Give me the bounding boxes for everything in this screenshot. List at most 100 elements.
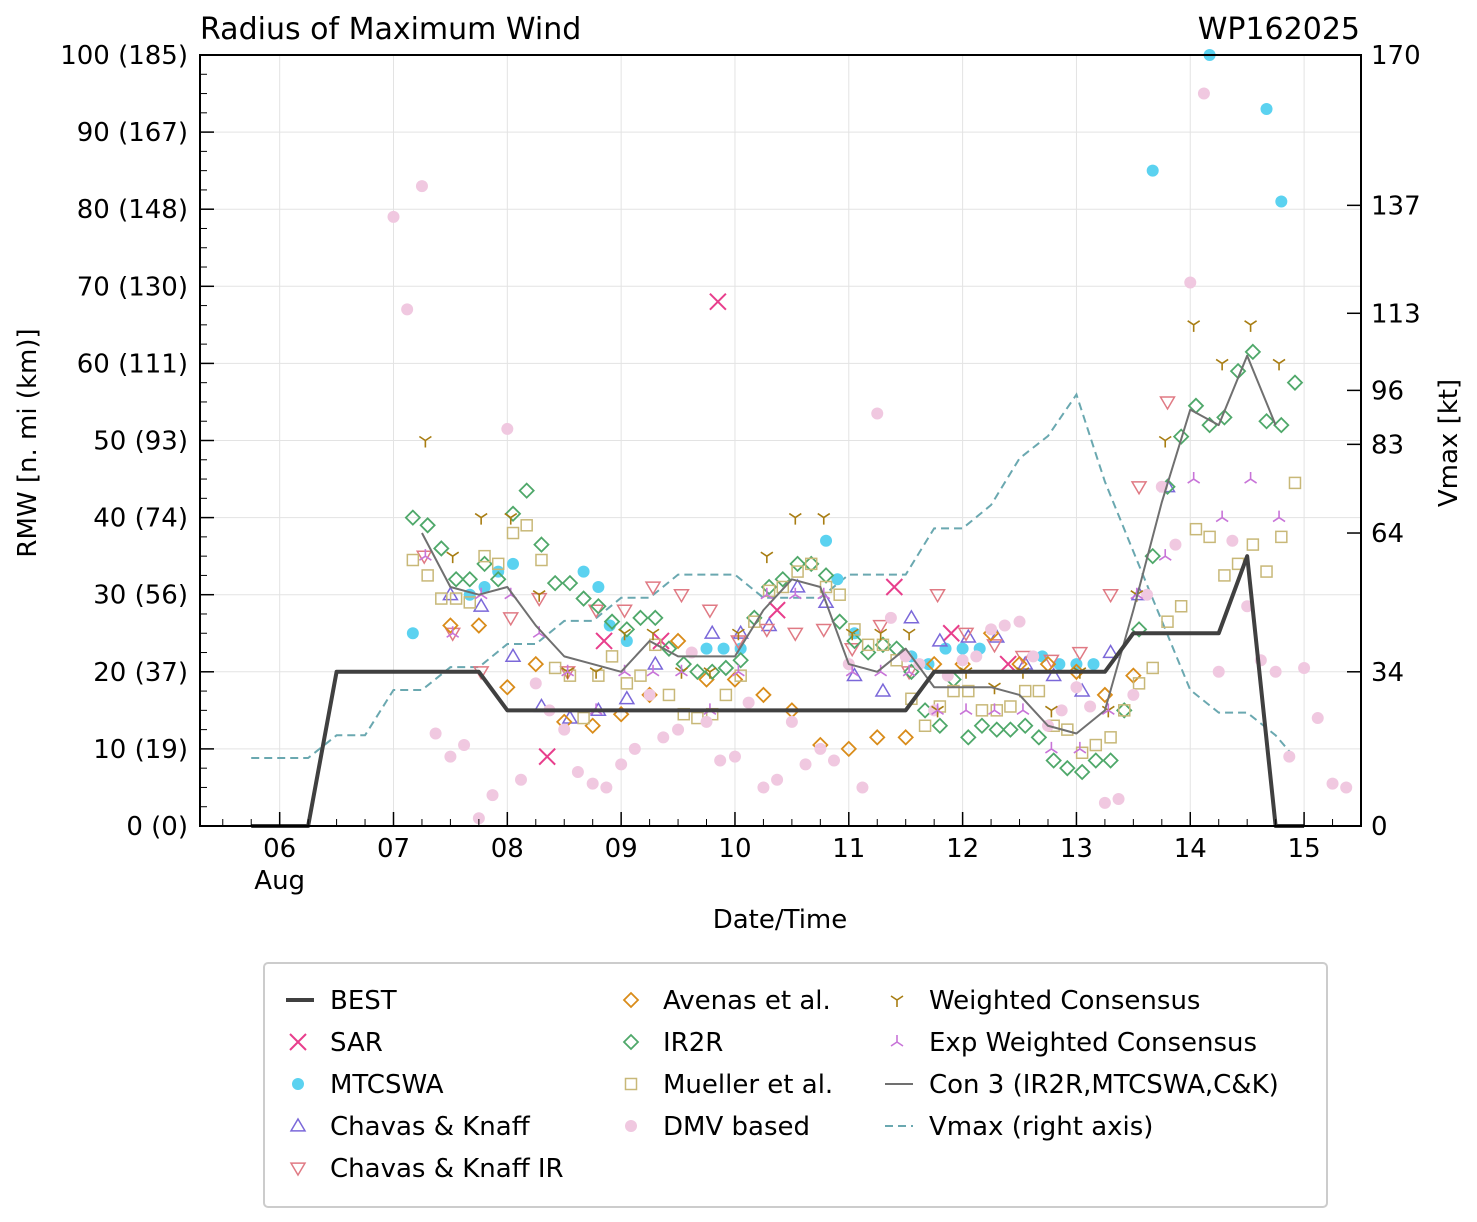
mueller-et-al-point [1117,704,1131,717]
mueller-et-al-point [662,688,676,702]
mueller-et-al-point [804,557,818,571]
legend-label: DMV based [663,1112,810,1142]
ir2r-point [732,651,749,669]
mueller-et-al-point [478,549,491,563]
weighted-consensus-point [446,551,460,564]
x-tick-label: 13 [1060,834,1093,864]
mueller-et-al-point [861,638,875,652]
chavas-knaff-point [472,597,490,612]
exp-weighted-consensus-point [902,664,916,677]
exp-weighted-consensus-point [788,587,802,600]
sar-point [768,601,786,619]
avenas-et-al-point [755,686,772,704]
legend-entry-con-3-ir2r-mtcswa-c-k: Con 3 (IR2R,MTCSWA,C&K) [885,1070,1279,1100]
ir2r-point [903,663,920,681]
exp-weighted-consensus-point [1073,741,1087,754]
weighted-consensus-point [1215,358,1229,371]
mueller-et-al-point [1004,700,1017,713]
chavas-knaff-point [817,593,835,609]
dmv-based-point [956,654,969,667]
ir2r-point [973,717,991,735]
mtcswa-point [507,557,520,570]
mueller-et-al-point [1161,615,1174,628]
mtcswa-point [1053,658,1066,671]
mueller-et-al-point [435,592,448,605]
weighted-consensus-point [760,551,774,564]
avenas-et-al-point [726,671,744,688]
chavas-knaff-ir-point [530,592,548,608]
avenas-et-al-point [527,655,545,673]
dmv-based-point [728,750,741,763]
mtcswa-point [956,642,969,655]
chavas-knaff-point [1102,644,1119,659]
avenas-et-al-point [584,717,601,735]
dmv-based-point [672,723,685,736]
legend-marker-swatch [622,991,640,1009]
chavas-knaff-ir-point [758,623,776,638]
weighted-consensus-point [618,628,632,641]
chavas-knaff-ir-point [843,643,861,658]
dmv-based-point [742,696,755,709]
sar-point [942,624,960,642]
dmv-based-point [970,650,983,663]
ir2r-point [774,571,792,588]
ir2r-point [590,597,607,615]
ir2r-point [461,571,479,588]
mueller-et-al-point [1132,677,1146,690]
mtcswa-point [1275,195,1288,208]
exp-weighted-consensus-point [1187,472,1201,484]
avenas-et-al-point [470,617,488,634]
dmv-based-point [529,677,542,690]
dmv-based-point [1098,796,1111,809]
chavas-knaff-ir-point [957,627,975,642]
weighted-consensus-point [675,667,688,679]
exp-weighted-consensus-point [1244,472,1258,484]
dmv-based-point [771,773,784,786]
series-best [251,554,1305,828]
ir2r-point [660,640,678,657]
best-line [251,554,1305,828]
mueller-et-al-point [605,650,619,663]
ir2r-point [603,613,621,630]
x-tick-label: 10 [718,834,751,864]
ir2r-point [1172,428,1190,445]
legend-marker-swatch [289,1117,307,1132]
ir2r-point [960,729,977,746]
mueller-et-al-point [791,565,804,578]
legend: BEST SAR MTCSWA Chavas & Knaff Chavas & Knaf… [263,962,1328,1208]
ir2r-point [447,571,465,588]
mueller-et-al-point [548,661,562,675]
series-weighted-consensus [418,320,1286,718]
legend-label: IR2R [663,1028,723,1058]
ir2r-point [1087,752,1105,769]
exp-weighted-consensus-point [931,703,945,716]
mueller-et-al-point [1146,661,1159,675]
legend-label: Mueller et al. [663,1070,833,1100]
mueller-et-al-point [1089,738,1103,752]
ir2r-point [518,482,535,499]
dmv-based-point [501,422,514,435]
chavas-knaff-point [959,628,977,643]
dmv-based-point [657,731,670,744]
ir2r-point [846,632,863,650]
exp-weighted-consensus-point [675,664,688,677]
y-tick-label: 70 (130) [77,272,188,302]
ir2r-point [1286,374,1304,391]
dmv-based-point [415,180,428,193]
dmv-based-point [472,812,485,825]
chavas-knaff-point [618,690,636,705]
y-tick-label: 90 (167) [77,118,188,148]
mtcswa-point [592,580,605,593]
mueller-et-al-point [734,669,747,682]
chavas-knaff-ir-point [1159,396,1176,411]
ir2r-point [874,636,892,654]
weighted-consensus-point [561,667,575,679]
x-tick-label: 12 [946,834,979,864]
legend-marker-swatch [292,1078,304,1090]
mtcswa-point [831,573,844,586]
legend-marker-swatch [890,1035,904,1047]
dmv-based-point [615,758,628,771]
ir2r-point [931,717,949,735]
ir2r-point [533,536,550,553]
